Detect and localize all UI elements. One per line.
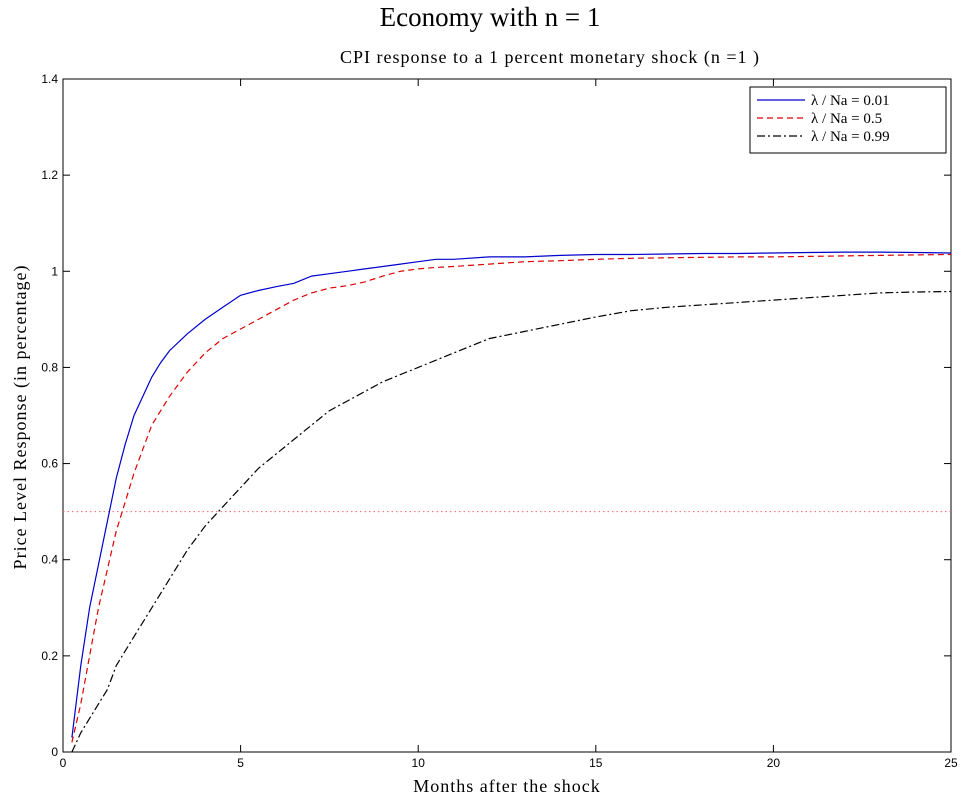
x-tick-label: 15 bbox=[589, 756, 603, 770]
y-axis-label: Price Level Response (in percentage) bbox=[10, 265, 31, 570]
legend-label: λ / Na = 0.01 bbox=[811, 93, 890, 109]
chart-super-title: Economy with n = 1 bbox=[380, 2, 601, 32]
plot-area-frame bbox=[62, 78, 952, 753]
x-tick-label: 10 bbox=[412, 756, 426, 770]
y-tick-label: 0.4 bbox=[41, 553, 58, 567]
x-tick-label: 20 bbox=[767, 756, 781, 770]
series-line-3 bbox=[71, 290, 952, 753]
y-tick-label: 0.6 bbox=[41, 457, 58, 471]
y-tick-label: 1.2 bbox=[41, 168, 58, 182]
y-tick-label: 0.8 bbox=[41, 360, 58, 374]
x-tick-label: 0 bbox=[60, 756, 67, 770]
y-tick-label: 1 bbox=[51, 264, 58, 278]
chart-title: CPI response to a 1 percent monetary sho… bbox=[340, 47, 760, 68]
series-line-2 bbox=[71, 253, 952, 743]
y-axis: 0 0.2 0.4 0.6 0.8 1 1.2 1.4 bbox=[41, 72, 951, 759]
legend-label: λ / Na = 0.5 bbox=[811, 111, 882, 127]
legend-label: λ / Na = 0.99 bbox=[811, 129, 890, 145]
x-tick-label: 5 bbox=[237, 756, 244, 770]
y-tick-label: 1.4 bbox=[41, 72, 58, 86]
legend-box bbox=[749, 86, 947, 154]
legend: λ / Na = 0.01 λ / Na = 0.5 λ / Na = 0.99 bbox=[749, 86, 947, 154]
series-lines bbox=[71, 251, 952, 753]
series-line-1 bbox=[71, 251, 952, 738]
x-tick-label: 25 bbox=[944, 756, 958, 770]
x-axis-label: Months after the shock bbox=[413, 776, 600, 796]
x-axis: 0 5 10 15 20 25 bbox=[60, 79, 958, 770]
y-tick-label: 0.2 bbox=[41, 649, 58, 663]
y-tick-label: 0 bbox=[51, 745, 58, 759]
